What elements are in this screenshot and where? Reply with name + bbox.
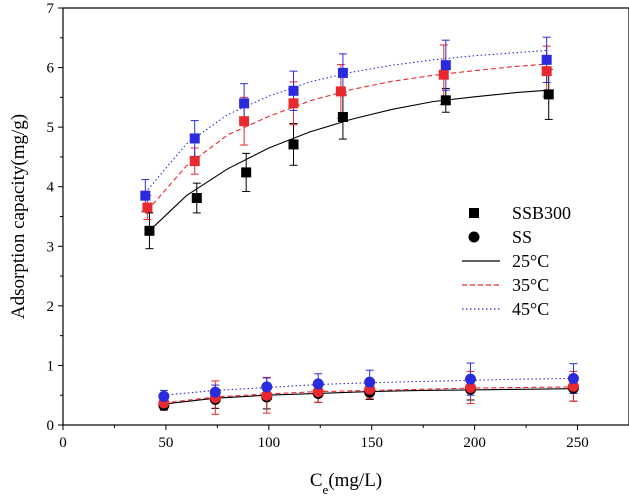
fit-line-ssb300-45c [144, 49, 549, 194]
data-point-square [337, 67, 348, 78]
x-tick-label: 150 [360, 435, 383, 451]
data-point-square [144, 225, 155, 236]
x-axis: 0 50 100 150 200 250 [59, 425, 589, 451]
data-point-square [543, 89, 554, 100]
data-point-square [288, 85, 299, 96]
y-tick-label: 7 [47, 1, 55, 17]
y-tick-label: 2 [47, 299, 55, 315]
data-point-square [288, 98, 299, 109]
legend-label: SSB300 [512, 203, 571, 223]
data-point-circle [567, 373, 579, 385]
data-point-square [191, 193, 202, 204]
x-tick-label: 0 [59, 435, 67, 451]
data-point-circle [567, 380, 579, 392]
data-point-circle [364, 376, 376, 388]
fit-lines [144, 49, 574, 405]
data-point-square [438, 69, 449, 80]
error-bars [141, 36, 578, 415]
fit-line-ssb300-35c [146, 63, 549, 211]
y-tick-label: 4 [47, 180, 55, 196]
x-tick-label: 100 [258, 435, 281, 451]
data-point-square [142, 202, 153, 213]
data-point-square [335, 86, 346, 97]
data-point-circle [261, 381, 273, 393]
data-point-circle [465, 381, 477, 393]
data-point-square [288, 139, 299, 150]
legend-label: SS [512, 227, 532, 247]
x-tick-label: 50 [158, 435, 173, 451]
x-tick-label: 250 [566, 435, 589, 451]
y-tick-label: 5 [47, 120, 55, 136]
y-axis-title: Adsorption capacity(mg/g) [8, 114, 29, 319]
data-point-square [440, 95, 451, 106]
legend-label: 35°C [512, 275, 549, 295]
data-point-circle [261, 389, 273, 401]
legend: SSB300 SS 25°C 35°C 45°C [462, 203, 571, 319]
x-axis-title: Ce(mg/L) [310, 470, 382, 497]
data-point-circle [465, 373, 477, 385]
data-point-square [239, 116, 250, 127]
fit-line-ssb300-25c [149, 89, 549, 232]
data-point-square [189, 133, 200, 144]
data-point-square [241, 167, 252, 178]
data-point-square [140, 190, 151, 201]
y-tick-label: 0 [47, 418, 55, 434]
data-point-circle [312, 378, 324, 390]
data-point-square [541, 66, 552, 77]
fit-line-ss-35c [163, 386, 574, 404]
x-axis-title-main: C [310, 470, 323, 491]
y-axis: 0 1 2 3 4 5 6 7 [47, 1, 63, 434]
data-point-square [440, 60, 451, 71]
y-tick-label: 6 [47, 61, 55, 77]
legend-marker-square [469, 208, 479, 218]
fit-line-ss-45c [163, 377, 574, 396]
legend-label: 45°C [512, 299, 549, 319]
data-points [140, 54, 579, 411]
y-tick-label: 1 [47, 358, 55, 374]
x-tick-label: 200 [463, 435, 486, 451]
data-point-circle [209, 386, 221, 398]
data-point-square [541, 54, 552, 65]
legend-marker-circle [468, 231, 480, 243]
x-axis-title-unit: (mg/L) [328, 470, 382, 491]
data-point-square [189, 156, 200, 167]
x-axis-title-subscript: e [323, 482, 329, 497]
legend-label: 25°C [512, 251, 549, 271]
data-point-square [239, 98, 250, 109]
y-tick-label: 3 [47, 239, 55, 255]
data-point-circle [158, 390, 170, 402]
data-point-square [337, 112, 348, 123]
data-point-circle [312, 386, 324, 398]
